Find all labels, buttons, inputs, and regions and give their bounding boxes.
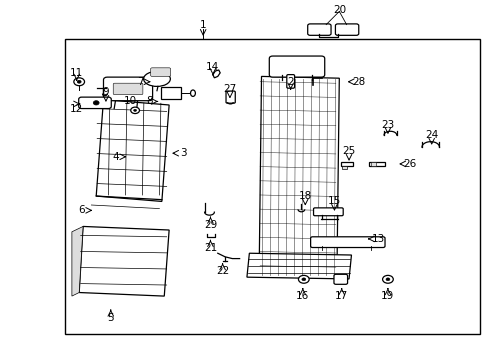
Bar	[340, 162, 352, 166]
FancyBboxPatch shape	[307, 24, 330, 35]
Text: 7: 7	[136, 77, 143, 87]
Text: 4: 4	[112, 152, 119, 162]
Bar	[370, 162, 375, 166]
Circle shape	[93, 101, 99, 105]
FancyBboxPatch shape	[103, 77, 152, 101]
Text: 27: 27	[223, 84, 236, 94]
Circle shape	[77, 80, 81, 83]
Polygon shape	[212, 70, 220, 78]
Circle shape	[74, 78, 84, 86]
Polygon shape	[72, 226, 83, 296]
Text: 3: 3	[180, 148, 186, 158]
Polygon shape	[259, 76, 339, 278]
FancyBboxPatch shape	[79, 97, 111, 109]
Text: 8: 8	[146, 96, 153, 107]
Circle shape	[133, 109, 136, 111]
Circle shape	[382, 275, 392, 283]
Text: 5: 5	[107, 312, 114, 323]
Bar	[161, 87, 181, 99]
FancyBboxPatch shape	[313, 208, 343, 216]
Text: 18: 18	[298, 191, 311, 201]
Text: 25: 25	[342, 147, 355, 157]
Ellipse shape	[143, 71, 170, 86]
FancyBboxPatch shape	[150, 68, 170, 76]
FancyBboxPatch shape	[113, 83, 142, 95]
Circle shape	[385, 278, 389, 281]
FancyBboxPatch shape	[335, 24, 358, 35]
Text: 28: 28	[351, 77, 365, 87]
FancyBboxPatch shape	[269, 56, 324, 77]
Polygon shape	[96, 100, 169, 202]
Text: 14: 14	[206, 63, 219, 72]
Circle shape	[130, 107, 139, 113]
FancyBboxPatch shape	[310, 237, 384, 248]
Ellipse shape	[190, 90, 195, 96]
Text: 24: 24	[424, 130, 437, 140]
Circle shape	[301, 278, 305, 281]
Text: 9: 9	[102, 87, 109, 98]
Text: 23: 23	[381, 120, 394, 130]
Text: 15: 15	[327, 197, 340, 206]
Text: 20: 20	[332, 5, 345, 15]
Text: 21: 21	[203, 243, 217, 253]
Text: 2: 2	[287, 77, 293, 87]
Text: 11: 11	[70, 68, 83, 78]
FancyBboxPatch shape	[333, 274, 347, 284]
Bar	[64, 39, 479, 334]
Text: 1: 1	[200, 19, 206, 30]
Text: 13: 13	[371, 234, 384, 244]
FancyBboxPatch shape	[225, 91, 235, 103]
Text: 26: 26	[403, 159, 416, 169]
FancyBboxPatch shape	[286, 75, 294, 88]
Polygon shape	[79, 226, 169, 296]
Text: 6: 6	[78, 205, 85, 215]
Bar	[341, 166, 346, 169]
Text: 12: 12	[70, 104, 83, 113]
Circle shape	[298, 275, 308, 283]
Text: 10: 10	[123, 96, 137, 107]
Text: 19: 19	[381, 291, 394, 301]
Text: 16: 16	[296, 291, 309, 301]
Text: 22: 22	[216, 266, 229, 276]
Polygon shape	[246, 253, 351, 279]
Text: 29: 29	[203, 220, 217, 230]
Text: 17: 17	[334, 291, 347, 301]
Bar	[368, 162, 384, 166]
